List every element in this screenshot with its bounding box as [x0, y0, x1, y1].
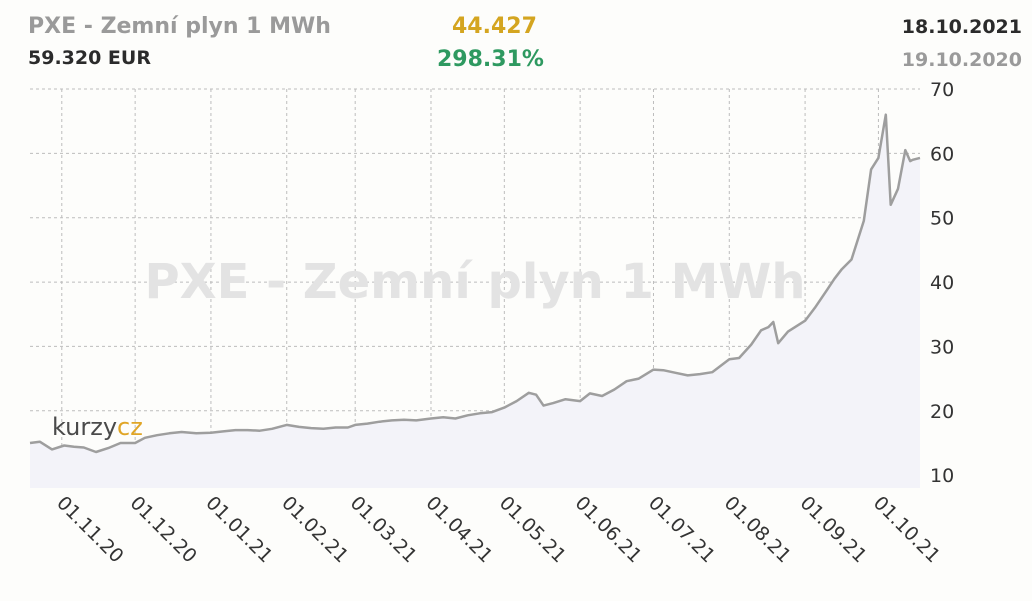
- date-start: 19.10.2020: [901, 49, 1022, 71]
- y-tick-label: 30: [930, 336, 954, 358]
- change-percent: 298.31%: [437, 47, 544, 72]
- x-tick-label: 01.04.21: [421, 492, 496, 567]
- kurzy-logo: kurzycz: [52, 413, 143, 441]
- x-tick-label: 01.08.21: [720, 492, 795, 567]
- logo-text-kurzy: kurzy: [52, 413, 117, 441]
- x-tick-label: 01.12.20: [126, 492, 201, 567]
- chart-watermark: PXE - Zemní plyn 1 MWh: [144, 254, 805, 310]
- current-price: 59.320 EUR: [28, 47, 151, 69]
- series-line: [29, 113, 921, 454]
- x-tick-label: 01.03.21: [346, 492, 421, 567]
- logo-text-cz: cz: [117, 413, 143, 441]
- date-end: 18.10.2021: [901, 16, 1022, 38]
- y-tick-label: 70: [930, 79, 954, 101]
- svg-text:kurzycz: kurzycz: [52, 413, 143, 441]
- y-tick-label: 60: [930, 143, 954, 165]
- y-tick-label: 50: [930, 208, 954, 230]
- x-tick-label: 01.02.21: [277, 492, 352, 567]
- x-tick-label: 01.09.21: [796, 492, 871, 567]
- instrument-title: PXE - Zemní plyn 1 MWh: [28, 14, 331, 39]
- x-tick-label: 01.06.21: [571, 492, 646, 567]
- x-tick-label: 01.07.21: [644, 492, 719, 567]
- x-tick-label: 01.10.21: [869, 492, 944, 567]
- x-tick-label: 01.01.21: [201, 492, 276, 567]
- x-tick-label: 01.11.20: [52, 492, 127, 567]
- change-absolute: 44.427: [452, 14, 537, 39]
- x-tick-label: 01.05.21: [495, 492, 570, 567]
- y-tick-label: 40: [930, 272, 954, 294]
- series-area: [30, 114, 920, 488]
- y-axis-ticks: 10 20 30 40 50 60 70: [930, 79, 954, 487]
- y-tick-label: 10: [930, 465, 954, 487]
- y-tick-label: 20: [930, 401, 954, 423]
